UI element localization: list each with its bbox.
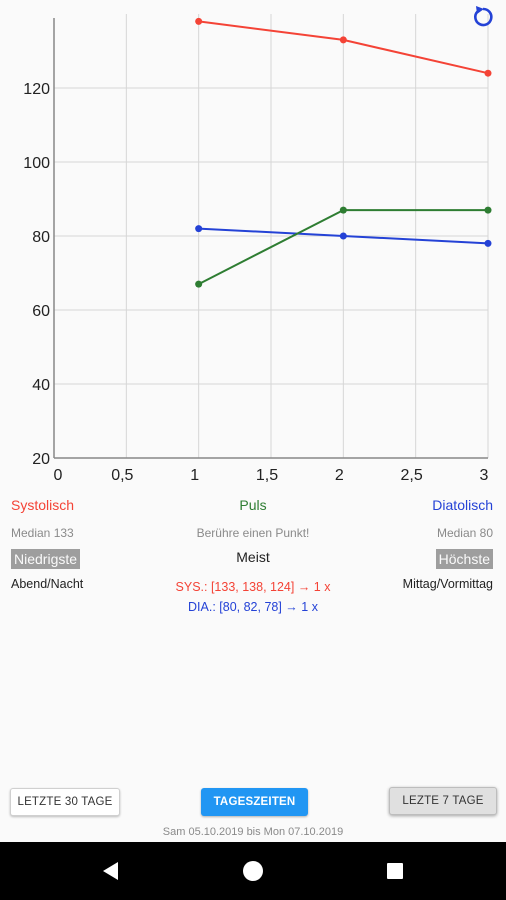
last-30-days-button[interactable]: LETZTE 30 TAGE xyxy=(10,788,120,816)
median-systolic: Median 133 xyxy=(11,526,74,540)
navigation-bar xyxy=(0,842,506,900)
data-point-diatolisch[interactable] xyxy=(484,239,492,247)
lowest-badge: Niedrigste xyxy=(11,549,81,569)
lowest-time: Abend/Nacht xyxy=(11,577,84,591)
most-systolic: SYS.: [133, 138, 124] → 1 x xyxy=(175,580,331,594)
y-tick-label: 120 xyxy=(23,81,50,98)
legend-row: Systolisch Puls Diatolisch xyxy=(0,497,506,521)
data-point-puls[interactable] xyxy=(339,206,347,214)
date-range: Sam 05.10.2019 bis Mon 07.10.2019 xyxy=(162,826,344,838)
touch-hint: Berühre einen Punkt! xyxy=(196,526,310,540)
highest-badge: Höchste xyxy=(435,549,493,569)
y-tick-label: 40 xyxy=(32,377,50,394)
tageszeiten-button[interactable]: TAGESZEITEN xyxy=(201,788,308,816)
median-diastolic: Median 80 xyxy=(436,526,493,540)
x-tick-label: 3 xyxy=(480,467,489,484)
data-point-systolisch[interactable] xyxy=(484,69,492,77)
chart-axes xyxy=(53,18,488,459)
y-tick-label: 60 xyxy=(32,303,50,320)
chart-grid xyxy=(54,14,489,458)
x-tick-label: 0 xyxy=(54,467,63,484)
x-tick-label: 1,5 xyxy=(256,467,278,484)
most-label: Meist xyxy=(236,549,270,565)
recents-icon[interactable] xyxy=(368,842,422,900)
data-point-diatolisch[interactable] xyxy=(339,232,347,240)
home-icon[interactable] xyxy=(226,842,280,900)
chart-ticks: 0 0,5 1 1,5 2 2,5 3 20 40 60 80 100 120 xyxy=(23,81,488,484)
blood-pressure-chart[interactable]: 0 0,5 1 1,5 2 2,5 3 20 40 60 80 100 120 xyxy=(0,0,506,492)
data-point-systolisch[interactable] xyxy=(195,17,203,25)
data-point-puls[interactable] xyxy=(195,280,203,288)
data-point-systolisch[interactable] xyxy=(339,36,347,44)
highest-time: Mittag/Vormittag xyxy=(402,577,493,591)
x-tick-label: 2,5 xyxy=(401,467,423,484)
data-point-diatolisch[interactable] xyxy=(195,225,203,233)
data-point-puls[interactable] xyxy=(484,206,492,214)
y-tick-label: 100 xyxy=(23,155,50,172)
median-row: Median 133 Berühre einen Punkt! Median 8… xyxy=(0,526,506,550)
x-tick-label: 2 xyxy=(335,467,344,484)
legend-systolic[interactable]: Systolisch xyxy=(11,497,75,513)
x-tick-label: 0,5 xyxy=(111,467,133,484)
last-7-days-button[interactable]: LEZTE 7 TAGE xyxy=(389,787,497,815)
y-tick-label: 80 xyxy=(32,229,50,246)
stats-values-row: Abend/Nacht Mittag/Vormittag xyxy=(0,577,506,601)
x-tick-label: 1 xyxy=(190,467,199,484)
chart-series[interactable] xyxy=(195,17,492,288)
back-icon[interactable] xyxy=(84,842,138,900)
stats-header-row: Niedrigste Meist Höchste xyxy=(0,549,506,573)
refresh-icon[interactable] xyxy=(468,2,498,32)
y-tick-label: 20 xyxy=(32,451,50,468)
most-diastolic: DIA.: [80, 82, 78] → 1 x xyxy=(188,600,318,614)
legend-diastolic[interactable]: Diatolisch xyxy=(432,497,493,513)
legend-pulse[interactable]: Puls xyxy=(239,497,267,513)
